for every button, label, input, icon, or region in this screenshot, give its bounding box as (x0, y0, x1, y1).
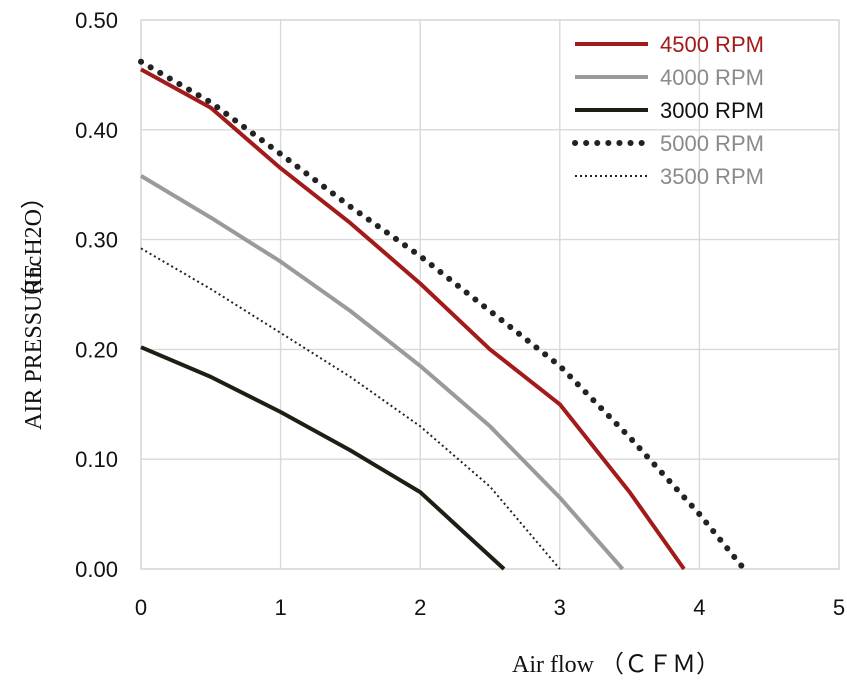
x-tick-label: 3 (554, 595, 566, 620)
y-tick-label: 0.40 (75, 118, 118, 143)
y-tick-label: 0.00 (75, 557, 118, 582)
y-tick-label: 0.30 (75, 228, 118, 253)
legend-label: 5000 RPM (660, 131, 764, 156)
legend-label: 3000 RPM (660, 98, 764, 123)
y-axis-ticks: 0.00 0.10 0.20 0.30 0.40 0.50 (75, 8, 118, 582)
y-axis-label-main: AIR PRESSURE (21, 264, 47, 430)
series-lines (138, 58, 748, 572)
series-line-4500-rpm (140, 67, 686, 571)
legend-label: 4000 RPM (660, 65, 764, 90)
x-tick-label: 1 (274, 595, 286, 620)
series-line-3000-rpm (140, 345, 506, 571)
y-tick-label: 0.50 (75, 8, 118, 33)
y-axis-label-unit: （IncH2O） (21, 185, 47, 310)
x-tick-label: 2 (414, 595, 426, 620)
series-line-5000-rpm (138, 58, 748, 572)
series-line-4000-rpm (139, 174, 625, 571)
x-axis-label: Air flow （ＣＦＭ） (512, 652, 720, 678)
x-tick-label: 0 (135, 595, 147, 620)
plot-area (140, 19, 840, 570)
series-line-3500-rpm (140, 247, 561, 570)
x-tick-label: 4 (693, 595, 705, 620)
y-tick-label: 0.10 (75, 447, 118, 472)
legend-label: 4500 RPM (660, 32, 764, 57)
x-tick-label: 5 (833, 595, 845, 620)
y-tick-label: 0.20 (75, 337, 118, 362)
x-axis-ticks: 0 1 2 3 4 5 (135, 595, 845, 620)
legend-label: 3500 RPM (660, 164, 764, 189)
legend: 4500 RPM 4000 RPM 3000 RPM 5000 RPM 3500 RPM (572, 32, 764, 189)
